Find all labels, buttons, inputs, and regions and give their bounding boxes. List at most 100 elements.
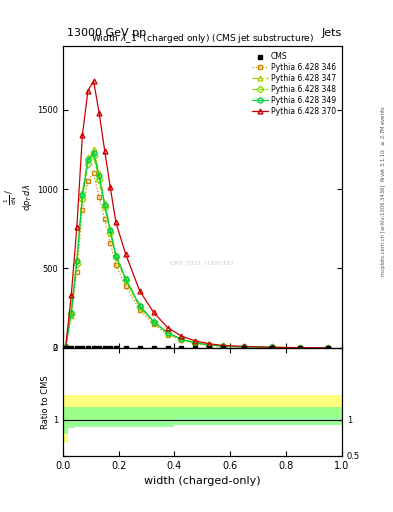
Pythia 6.428 348 (63, 344, 68, 350)
Pythia 6.428 348 (75, 261, 79, 267)
Pythia 6.428 348 (179, 336, 184, 343)
Pythia 6.428 347 (221, 343, 226, 349)
Pythia 6.428 349 (86, 157, 90, 163)
Pythia 6.428 348 (326, 345, 331, 351)
CMS (270, 345, 275, 351)
Pythia 6.428 370 (91, 78, 96, 84)
Pythia 6.428 347 (75, 256, 79, 262)
Pythia 6.428 370 (123, 251, 128, 257)
CMS (69, 345, 73, 351)
CMS (179, 345, 184, 351)
Pythia 6.428 346 (91, 170, 96, 176)
Pythia 6.428 347 (103, 200, 107, 206)
Pythia 6.428 347 (80, 189, 85, 195)
Pythia 6.428 346 (123, 283, 128, 289)
Pythia 6.428 347 (179, 336, 184, 342)
Pythia 6.428 349 (114, 253, 118, 259)
Pythia 6.428 347 (151, 318, 156, 324)
Pythia 6.428 346 (151, 322, 156, 328)
Pythia 6.428 346 (103, 216, 107, 222)
Pythia 6.428 348 (114, 254, 118, 261)
Pythia 6.428 349 (103, 202, 107, 208)
Pythia 6.428 348 (86, 161, 90, 167)
CMS (63, 345, 68, 351)
Pythia 6.428 370 (207, 340, 212, 347)
Pythia 6.428 370 (108, 184, 113, 190)
Pythia 6.428 348 (151, 319, 156, 325)
Pythia 6.428 370 (193, 338, 198, 344)
Pythia 6.428 349 (75, 258, 79, 264)
Pythia 6.428 348 (123, 278, 128, 284)
Pythia 6.428 349 (63, 344, 68, 350)
Pythia 6.428 347 (63, 344, 68, 350)
Pythia 6.428 347 (69, 308, 73, 314)
Pythia 6.428 346 (75, 269, 79, 275)
Pythia 6.428 347 (165, 330, 170, 336)
Pythia 6.428 370 (86, 88, 90, 94)
CMS (137, 345, 142, 351)
Pythia 6.428 370 (114, 219, 118, 225)
Pythia 6.428 348 (69, 311, 73, 317)
Pythia 6.428 347 (193, 339, 198, 346)
Pythia 6.428 348 (103, 203, 107, 209)
Pythia 6.428 370 (137, 288, 142, 294)
Pythia 6.428 349 (151, 318, 156, 325)
Pythia 6.428 347 (326, 345, 331, 351)
CMS (298, 345, 303, 351)
Pythia 6.428 370 (270, 344, 275, 350)
Line: CMS: CMS (64, 346, 330, 350)
Pythia 6.428 346 (298, 345, 303, 351)
Pythia 6.428 349 (69, 310, 73, 316)
Pythia 6.428 370 (151, 309, 156, 315)
Pythia 6.428 349 (80, 193, 85, 199)
Pythia 6.428 348 (270, 345, 275, 351)
Pythia 6.428 346 (86, 178, 90, 184)
Pythia 6.428 348 (242, 344, 247, 350)
Pythia 6.428 348 (221, 343, 226, 349)
CMS (80, 345, 85, 351)
Pythia 6.428 349 (137, 303, 142, 309)
Pythia 6.428 370 (69, 292, 73, 298)
CMS (242, 345, 247, 351)
Text: Jets: Jets (321, 28, 342, 38)
Pythia 6.428 348 (108, 230, 113, 236)
CMS (75, 345, 79, 351)
Pythia 6.428 370 (63, 344, 68, 350)
Pythia 6.428 349 (221, 343, 226, 349)
Pythia 6.428 347 (242, 344, 247, 350)
Pythia 6.428 346 (326, 345, 331, 351)
Pythia 6.428 349 (326, 345, 331, 351)
Pythia 6.428 348 (91, 153, 96, 159)
Line: Pythia 6.428 346: Pythia 6.428 346 (63, 170, 331, 350)
Pythia 6.428 346 (165, 331, 170, 337)
Pythia 6.428 347 (91, 146, 96, 153)
Pythia 6.428 370 (179, 333, 184, 339)
Pythia 6.428 349 (242, 344, 247, 350)
Pythia 6.428 370 (103, 148, 107, 154)
CMS (165, 345, 170, 351)
CMS (193, 345, 198, 351)
Pythia 6.428 346 (108, 240, 113, 246)
Title: Width $\lambda$_1$^1$ (charged only) (CMS jet substructure): Width $\lambda$_1$^1$ (charged only) (CM… (91, 32, 314, 46)
Pythia 6.428 346 (80, 207, 85, 213)
Pythia 6.428 348 (97, 177, 101, 183)
Pythia 6.428 347 (97, 170, 101, 176)
Pythia 6.428 349 (207, 342, 212, 348)
Pythia 6.428 347 (298, 345, 303, 351)
Line: Pythia 6.428 349: Pythia 6.428 349 (63, 150, 331, 350)
Pythia 6.428 349 (97, 173, 101, 179)
CMS (123, 345, 128, 351)
CMS (91, 345, 96, 351)
Pythia 6.428 348 (193, 340, 198, 346)
Pythia 6.428 348 (207, 342, 212, 348)
Pythia 6.428 370 (326, 345, 331, 351)
Pythia 6.428 347 (114, 252, 118, 258)
Line: Pythia 6.428 347: Pythia 6.428 347 (63, 147, 331, 350)
CMS (108, 345, 113, 351)
Pythia 6.428 370 (165, 325, 170, 331)
Pythia 6.428 346 (69, 313, 73, 319)
CMS (221, 345, 226, 351)
Pythia 6.428 370 (75, 224, 79, 230)
CMS (103, 345, 107, 351)
Pythia 6.428 349 (108, 227, 113, 233)
